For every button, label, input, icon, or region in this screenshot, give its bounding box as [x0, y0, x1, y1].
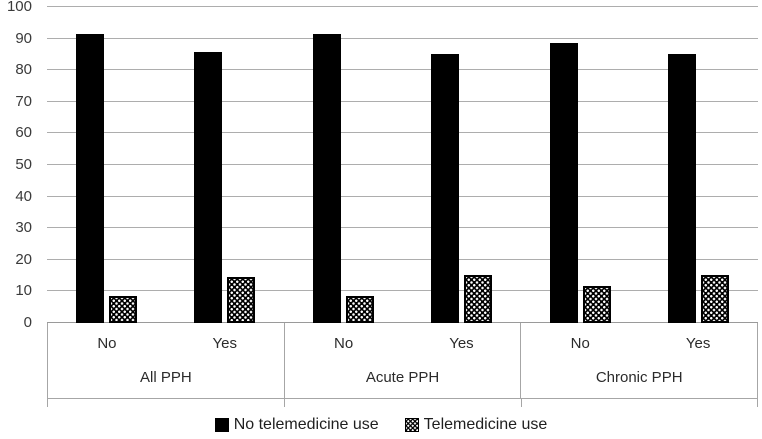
bar-group: [47, 7, 284, 323]
category-label: Yes: [685, 334, 711, 352]
bar-no-telemedicine-use: [194, 52, 223, 323]
gridline: [47, 69, 758, 71]
gridline: [47, 6, 758, 7]
axis-tick: [520, 399, 522, 407]
x-axis-baseline: [47, 322, 758, 323]
gridline: [47, 227, 758, 229]
category-axis-table: No Yes All PPH No Yes Acute PPH No Yes Chronic P…: [47, 323, 758, 399]
gridline: [47, 132, 758, 134]
group-label: Acute PPH: [365, 369, 440, 386]
bar-no-telemedicine-use: [668, 54, 697, 323]
dotted-pattern-swatch-icon: [404, 418, 419, 432]
bar-telemedicine-use: [108, 295, 137, 323]
bar-pair-slot: [403, 7, 522, 323]
solid-black-swatch-icon: [214, 418, 229, 432]
axis-tick: [47, 399, 48, 407]
category-label: Yes: [449, 334, 474, 352]
category-label: No: [570, 334, 590, 352]
y-axis-label: 60: [15, 124, 32, 142]
category-group-column: No Yes Chronic PPH: [520, 323, 757, 398]
y-axis-label: 40: [15, 187, 32, 205]
bar-pair-slot: [47, 7, 166, 323]
y-axis-label: 10: [15, 282, 32, 300]
y-axis-label: 90: [15, 29, 32, 47]
bar-pair-slot: [284, 7, 403, 323]
plot-area: [47, 6, 758, 323]
y-axis-label: 50: [15, 156, 32, 173]
y-axis-label: 100: [6, 0, 32, 15]
bar-no-telemedicine-use: [549, 42, 578, 323]
category-axis-ticks: [47, 399, 758, 407]
bar-group: [284, 7, 521, 323]
category-label: No: [97, 334, 117, 352]
bar-telemedicine-use: [345, 295, 374, 323]
category-group-column: No Yes All PPH: [48, 323, 284, 398]
gridline: [47, 290, 758, 292]
category-group-column: No Yes Acute PPH: [283, 323, 521, 398]
legend-label: Telemedicine use: [423, 416, 548, 433]
y-axis-label: 0: [23, 314, 32, 331]
bar-no-telemedicine-use: [312, 33, 341, 323]
category-label: No: [334, 334, 354, 352]
bar-no-telemedicine-use: [431, 54, 460, 323]
bar-pair-slot: [166, 7, 285, 323]
gridline: [47, 164, 758, 165]
bar-telemedicine-use: [227, 276, 256, 323]
y-axis-label: 70: [15, 92, 32, 110]
bar-telemedicine-use: [464, 274, 493, 323]
group-label: Chronic PPH: [595, 369, 683, 386]
bar-telemedicine-use: [701, 274, 730, 323]
legend: No telemedicine use Telemedicine use: [0, 411, 762, 439]
legend-item: Telemedicine use: [404, 416, 548, 434]
axis-tick: [283, 399, 285, 407]
bar-groups: [47, 7, 758, 323]
gridline: [47, 258, 758, 260]
bar-pair-slot: [521, 7, 640, 323]
bar-no-telemedicine-use: [75, 33, 104, 323]
y-axis-label: 20: [15, 250, 32, 268]
y-axis-label: 30: [15, 219, 32, 237]
group-label: All PPH: [139, 369, 192, 386]
y-axis-label: 80: [15, 61, 32, 79]
bar-group: [521, 7, 758, 323]
legend-item: No telemedicine use: [214, 416, 379, 434]
bar-telemedicine-use: [582, 286, 611, 323]
bar-pair-slot: [640, 7, 759, 323]
axis-tick: [757, 399, 758, 407]
y-axis: 0 10 20 30 40 50 60 70 80 90 100: [0, 0, 34, 331]
legend-label: No telemedicine use: [233, 416, 379, 433]
category-label: Yes: [212, 334, 237, 352]
gridline: [47, 100, 758, 102]
gridline: [47, 195, 758, 197]
gridline: [47, 37, 758, 39]
